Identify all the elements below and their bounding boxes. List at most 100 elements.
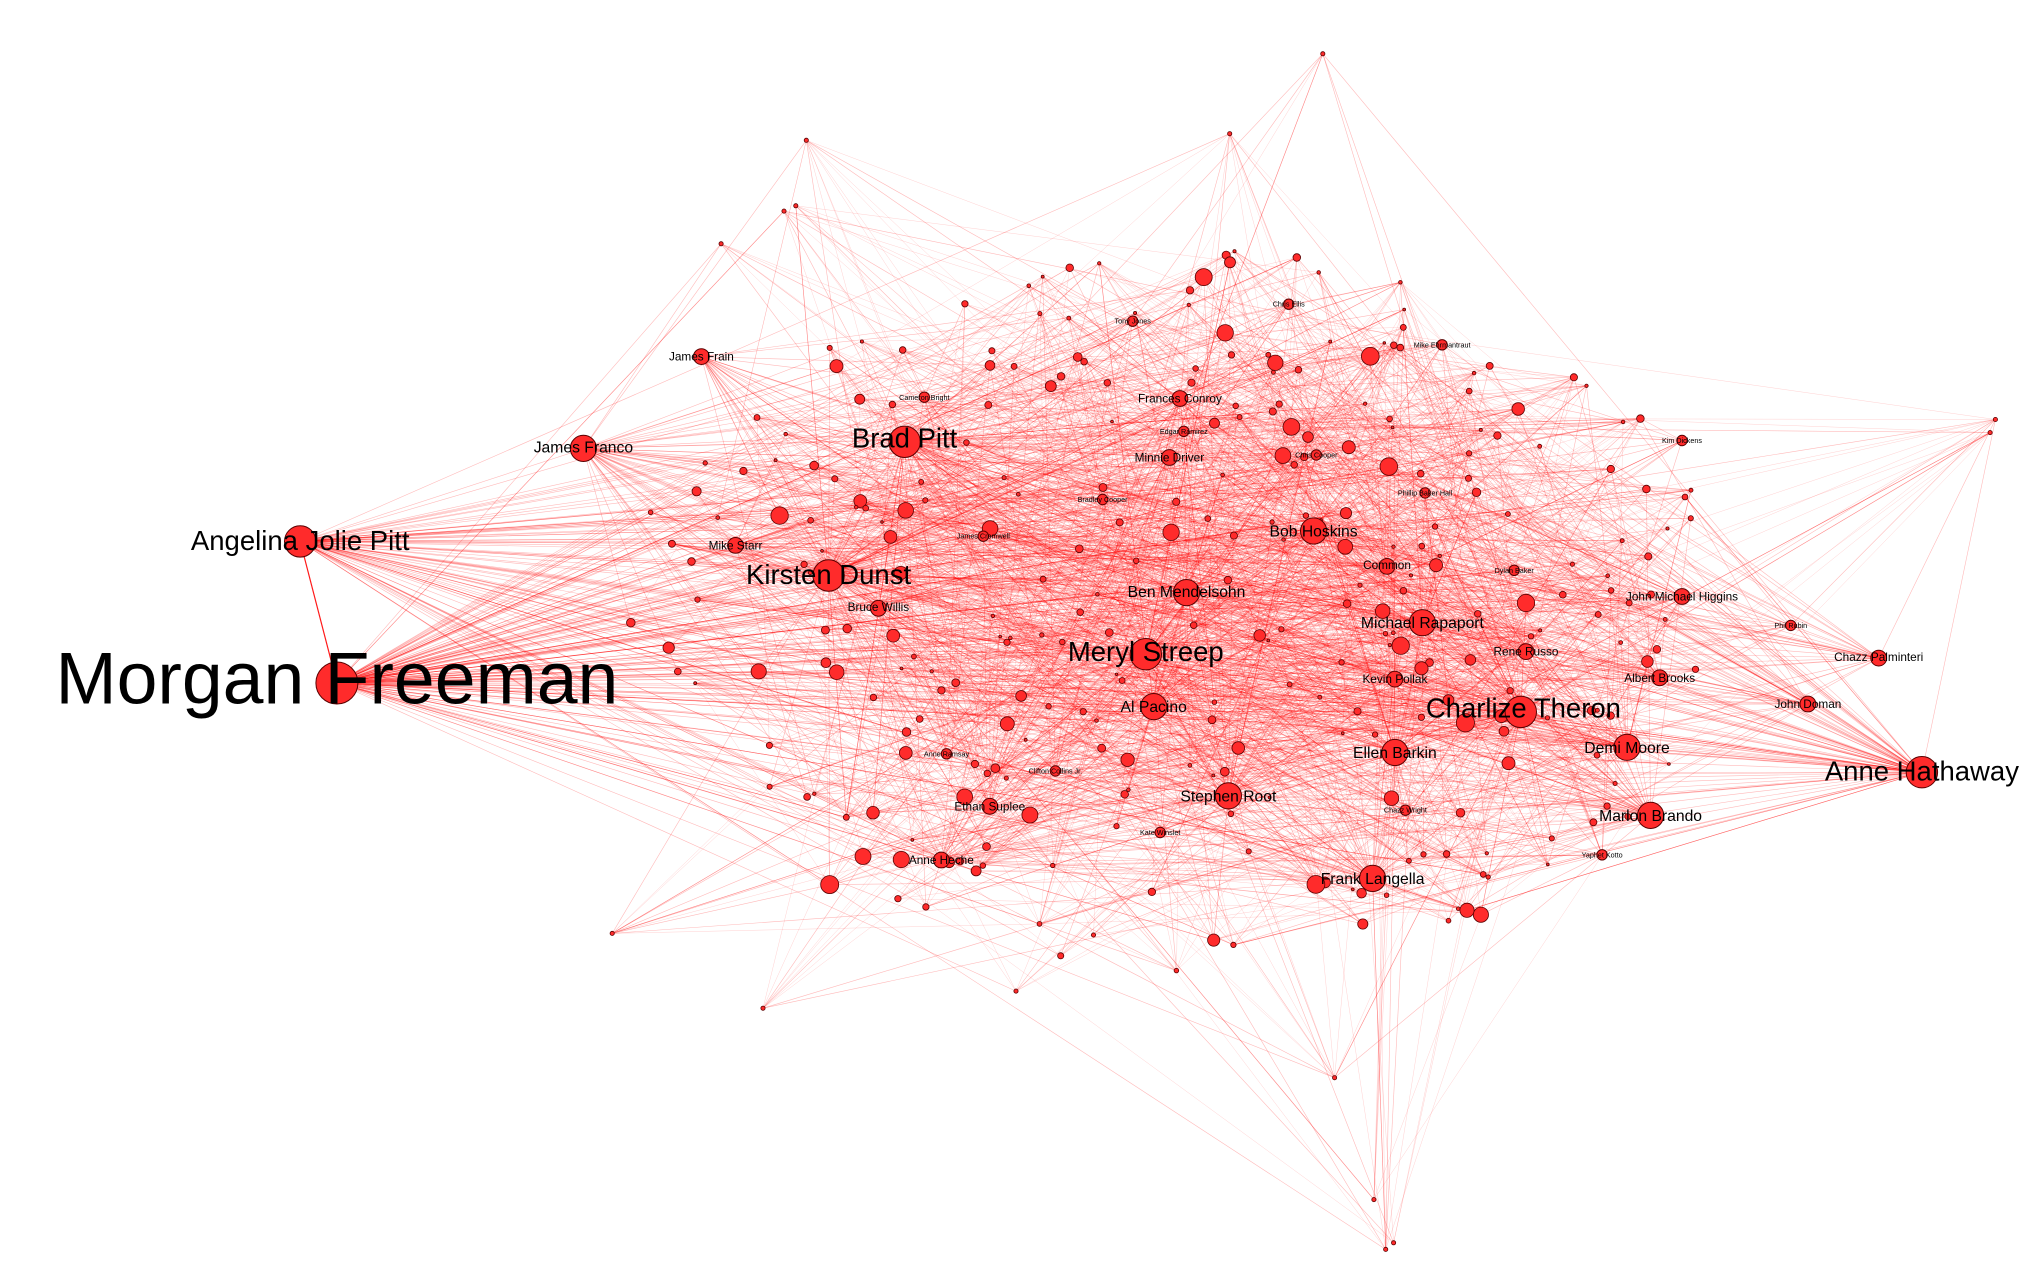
edge [1234, 250, 1879, 659]
edge [1062, 641, 1879, 659]
edge [1127, 711, 1521, 761]
edge [300, 541, 1008, 643]
graph-node [1001, 475, 1007, 481]
edge [901, 566, 1388, 669]
edge [336, 403, 1280, 684]
edge [878, 608, 1375, 1200]
edge [336, 507, 866, 684]
edge [336, 468, 1611, 684]
edge [1193, 625, 1373, 879]
edge [336, 520, 1321, 684]
edge [1042, 454, 1317, 580]
edge [856, 506, 984, 537]
label-mike-starr: Mike Starr [709, 539, 763, 553]
edge [583, 448, 1598, 756]
edge [828, 341, 1331, 576]
graph-node [1079, 708, 1087, 716]
edge [1315, 771, 1922, 885]
edge [982, 752, 1395, 866]
graph-node [1271, 369, 1276, 375]
edge [300, 459, 776, 542]
graph-node [773, 458, 778, 463]
edge [735, 545, 932, 672]
edge [300, 466, 1389, 542]
edge [1186, 345, 1395, 593]
edge [860, 500, 1628, 748]
edge [1153, 706, 1364, 925]
edge [814, 793, 942, 861]
edge [762, 747, 1628, 1009]
graph-node [1662, 617, 1668, 622]
edge [814, 372, 1475, 794]
edge [836, 365, 905, 443]
edge [1228, 795, 1608, 807]
edge [1003, 398, 1181, 478]
edge [1476, 440, 1683, 493]
edge [758, 671, 1808, 705]
edge [825, 566, 1388, 631]
edge [1238, 454, 1317, 749]
edge [1186, 408, 1519, 593]
edge [1109, 632, 1628, 748]
label-bradley-cooper: Bradley Cooper [1078, 495, 1129, 504]
graph-node [990, 613, 996, 619]
edge [701, 356, 991, 366]
edge [1630, 744, 1922, 773]
edge [1006, 771, 1922, 779]
graph-node [1371, 1197, 1377, 1203]
edge [336, 517, 718, 684]
edge [300, 341, 1331, 542]
edge [878, 464, 1295, 609]
edge [892, 404, 1317, 456]
edge [1465, 570, 1515, 723]
edge [1228, 436, 1309, 796]
edge [1222, 474, 1879, 659]
edge [583, 448, 1532, 637]
edge [1153, 526, 1436, 707]
edge [756, 417, 1125, 795]
label-rene-russo: Rene Russo [1494, 645, 1559, 659]
edge [1116, 674, 1628, 748]
edge [300, 541, 1478, 615]
edge [925, 651, 1527, 908]
edge [1372, 878, 1386, 1250]
edge [982, 492, 1426, 866]
edge [941, 859, 1326, 883]
edge [859, 398, 1922, 773]
edge [300, 541, 770, 787]
edge [987, 771, 1922, 774]
edge [701, 356, 1008, 724]
edge [1098, 263, 1154, 707]
edge [983, 327, 1404, 537]
edge [1028, 285, 1515, 571]
graph-node [1095, 592, 1100, 597]
graph-node [1080, 358, 1088, 366]
edge [878, 608, 1125, 795]
edge [1068, 317, 1187, 593]
edge [1169, 457, 1290, 685]
edge [1102, 455, 1283, 500]
edge [861, 341, 905, 442]
edge [828, 385, 1587, 576]
edge [336, 682, 1511, 692]
edge [1460, 771, 1922, 814]
edge [336, 682, 847, 818]
edge [1224, 332, 1651, 816]
edge [583, 418, 1641, 449]
graph-node [739, 466, 748, 476]
edge [1039, 398, 1181, 924]
edge [300, 541, 1063, 643]
edge [300, 541, 1599, 615]
graph-node [842, 623, 852, 634]
label-anne-ramsay: Anne Ramsay [924, 749, 970, 758]
edge [1422, 622, 1424, 855]
edge [904, 441, 1392, 799]
edge [336, 682, 1213, 721]
edge [1007, 622, 1423, 725]
edge [795, 205, 829, 576]
edge [806, 140, 976, 765]
label-james-franco: James Franco [534, 440, 634, 457]
edge [1229, 133, 1423, 623]
edge [872, 592, 1187, 813]
